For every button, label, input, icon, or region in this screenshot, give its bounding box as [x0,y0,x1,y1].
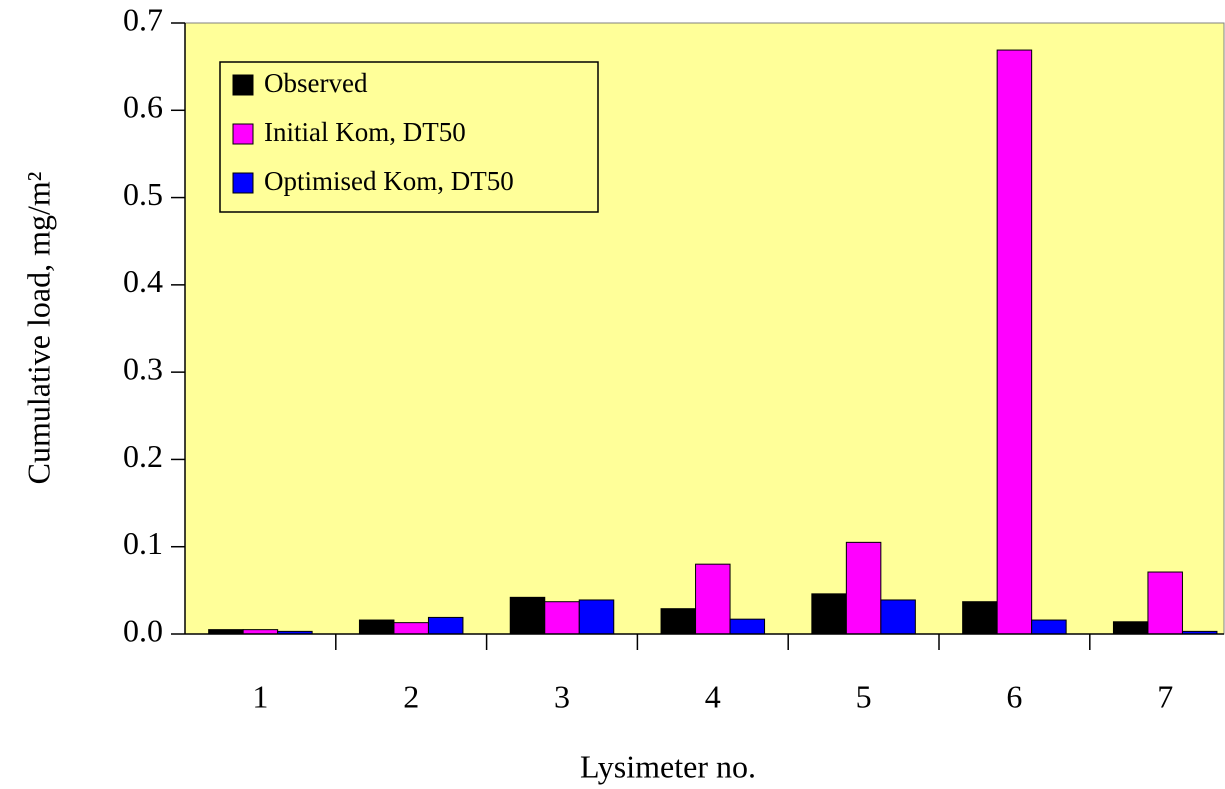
y-tick-label: 0.6 [123,89,163,125]
y-tick-label: 0.5 [123,176,163,212]
bar [578,599,615,635]
x-axis-title: Lysimeter no. [580,748,756,784]
x-tick-label: 3 [554,678,570,714]
x-tick-label: 4 [705,678,721,714]
legend-label: Optimised Kom, DT50 [264,166,514,196]
x-tick-label: 1 [252,678,268,714]
x-tick-label: 5 [856,678,872,714]
x-tick-label: 2 [403,678,419,714]
y-tick-label: 0.2 [123,438,163,474]
bar [996,49,1033,635]
y-tick-label: 0.7 [123,1,163,37]
bar [1147,571,1183,635]
y-tick-label: 0.1 [123,525,163,561]
legend-label: Initial Kom, DT50 [264,117,466,147]
legend-box [219,61,599,213]
legend-swatch [232,74,254,96]
bar [393,622,429,635]
x-tick-label: 7 [1157,678,1173,714]
legend: Observed Initial Kom, DT50 Optimised Kom, … [219,61,599,213]
legend-label: Observed [264,68,368,98]
legend-swatch [232,172,254,194]
bar [845,541,882,635]
bar [729,618,766,635]
y-tick-label: 0.0 [123,612,163,648]
bar [1031,619,1067,635]
bar [811,593,847,635]
bar [544,601,580,635]
bar [660,608,697,635]
y-axis-title: Cumulative load, mg/m² [20,172,56,485]
x-tick-label: 6 [1006,678,1022,714]
y-tick-label: 0.4 [123,263,163,299]
y-tick-label: 0.3 [123,350,163,386]
bar [509,596,546,635]
bar [880,599,916,635]
bar [427,616,464,635]
bar [1112,621,1149,635]
legend-swatch [232,123,254,145]
bar [358,619,395,635]
bar [695,563,731,635]
bar [962,601,998,635]
